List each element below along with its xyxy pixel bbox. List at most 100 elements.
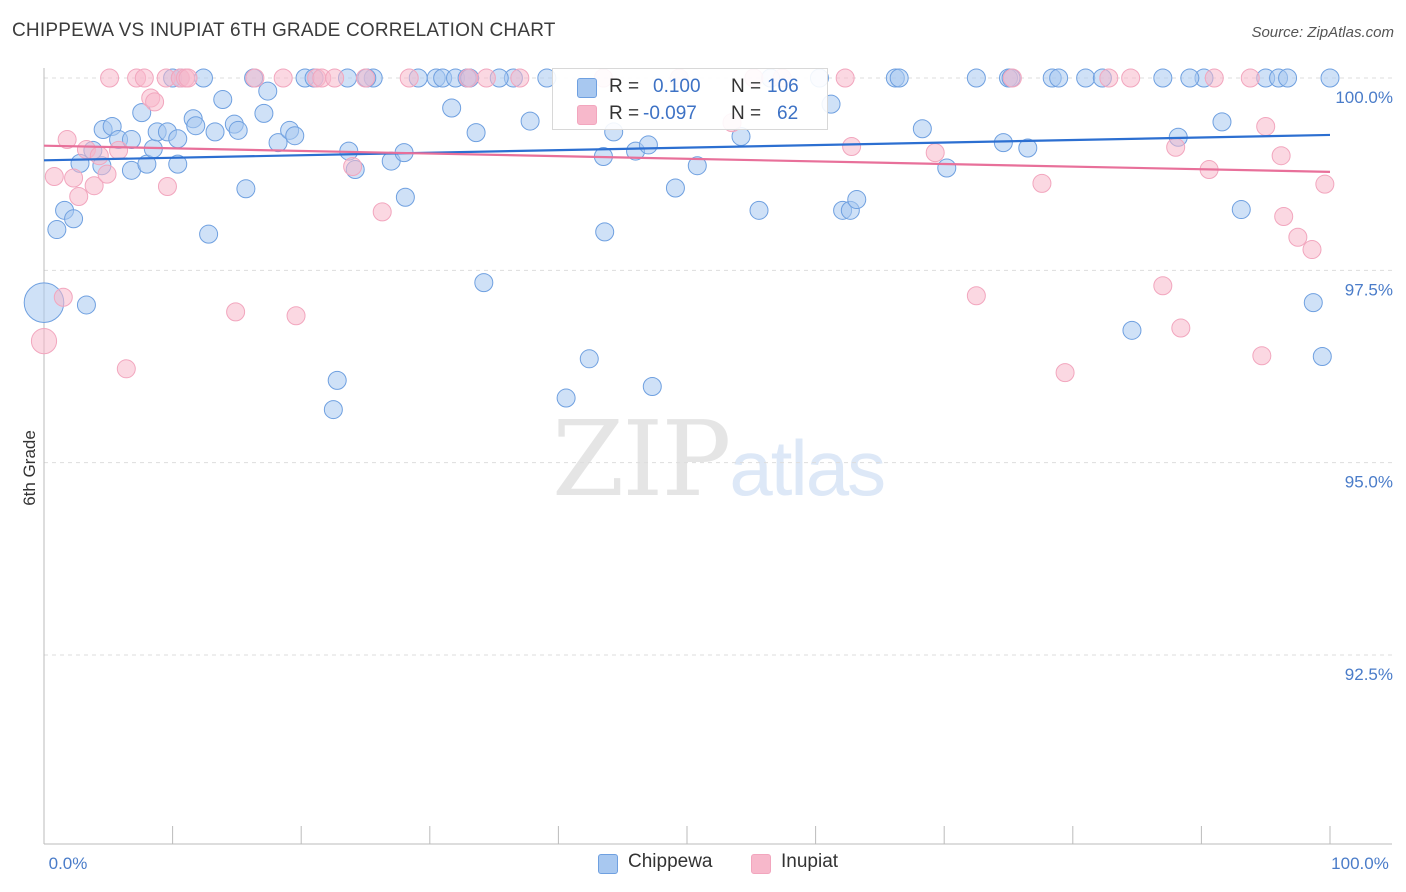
x-tick-label: 0.0% [49, 854, 88, 873]
point-chippewa [323, 400, 343, 420]
legend-n-label: N = [731, 103, 762, 124]
point-inupiat [399, 68, 419, 88]
point-chippewa [993, 133, 1013, 153]
point-inupiat [53, 287, 73, 307]
point-inupiat [69, 186, 89, 206]
point-inupiat [97, 164, 117, 184]
x-tick-label: 100.0% [1331, 854, 1389, 873]
point-chippewa [285, 126, 305, 146]
point-inupiat [116, 359, 136, 379]
legend-n-value: 106 [767, 76, 799, 97]
point-inupiat [1032, 173, 1052, 193]
point-chippewa [236, 179, 256, 199]
point-chippewa [132, 103, 152, 123]
trendline-inupiat [43, 144, 1331, 173]
y-axis-label: 6th Grade [20, 430, 39, 506]
point-chippewa [442, 98, 462, 118]
point-chippewa [966, 68, 986, 88]
point-inupiat [157, 176, 177, 196]
stats-legend: R = 0.100 N = 106 R = -0.097 N = 62 [552, 68, 828, 130]
point-chippewa [168, 154, 188, 174]
point-chippewa [1278, 68, 1298, 88]
point-inupiat [1315, 174, 1335, 194]
point-chippewa [1320, 68, 1340, 88]
point-inupiat [1166, 137, 1186, 157]
point-chippewa [474, 273, 494, 293]
point-inupiat [1055, 363, 1075, 383]
point-chippewa [466, 123, 486, 143]
point-inupiat [1302, 240, 1322, 260]
point-inupiat [245, 68, 265, 88]
point-inupiat [1252, 346, 1272, 366]
legend-r-value: 0.100 [653, 76, 701, 97]
legend-swatch-chippewa [577, 78, 597, 98]
point-chippewa [687, 156, 707, 176]
point-chippewa [749, 200, 769, 220]
point-inupiat [356, 68, 375, 88]
point-inupiat [1256, 116, 1276, 136]
point-chippewa [199, 224, 219, 244]
point-inupiat [145, 92, 165, 112]
bottom-legend-chippewa: Chippewa [628, 851, 713, 872]
point-chippewa [268, 133, 288, 153]
bottom-legend-swatch-inupiat [751, 854, 771, 874]
point-inupiat [89, 146, 109, 166]
point-inupiat [1099, 68, 1119, 88]
point-chippewa [847, 190, 867, 210]
point-inupiat [178, 68, 198, 88]
point-chippewa [254, 103, 274, 123]
point-chippewa [1049, 68, 1069, 88]
point-inupiat [925, 143, 945, 163]
point-inupiat [835, 68, 855, 88]
point-chippewa [1231, 200, 1251, 220]
point-inupiat [134, 68, 154, 88]
point-chippewa [520, 111, 540, 131]
point-inupiat [1171, 318, 1191, 338]
point-inupiat [64, 168, 84, 188]
point-chippewa [395, 187, 415, 207]
trendline-chippewa [43, 133, 1331, 162]
point-inupiat [966, 286, 986, 306]
point-chippewa [1018, 138, 1038, 158]
point-inupiat [325, 68, 345, 88]
point-inupiat [458, 68, 478, 88]
point-chippewa [579, 349, 599, 369]
y-tick-label: 92.5% [1345, 665, 1393, 684]
legend-n-value: 62 [777, 103, 799, 124]
point-inupiat [1121, 68, 1141, 88]
y-tick-label: 97.5% [1345, 280, 1393, 299]
point-chippewa [912, 119, 932, 139]
point-chippewa [1153, 68, 1173, 88]
point-inupiat [1274, 206, 1294, 226]
watermark: ZIPatlas [552, 398, 886, 520]
point-inupiat [1002, 68, 1022, 88]
legend-r-label: R = [609, 76, 640, 97]
legend-n-label: N = [731, 76, 762, 97]
point-inupiat [286, 306, 306, 326]
point-chippewa [1303, 293, 1323, 313]
watermark-zip: ZIP [552, 398, 731, 520]
legend-r-label: R = [609, 103, 640, 124]
point-chippewa [228, 120, 248, 140]
point-chippewa [168, 129, 188, 149]
point-inupiat [57, 130, 77, 150]
point-inupiat [109, 140, 129, 160]
point-chippewa [205, 122, 225, 142]
legend-swatch-inupiat [577, 105, 597, 125]
point-chippewa [556, 388, 576, 408]
point-inupiat [1240, 68, 1260, 88]
y-tick-label: 95.0% [1345, 473, 1393, 492]
legend-r-value: -0.097 [643, 103, 697, 124]
source-credit: Source: ZipAtlas.com [1251, 24, 1394, 41]
point-inupiat [1288, 227, 1308, 247]
point-chippewa [937, 158, 957, 178]
point-chippewa [642, 377, 662, 397]
legend-row-inupiat: R = -0.097 N = 62 [553, 100, 827, 128]
point-chippewa [665, 178, 685, 198]
point-inupiat [273, 68, 293, 88]
point-inupiat [1153, 276, 1173, 296]
point-chippewa [258, 81, 278, 101]
point-chippewa [595, 222, 615, 242]
point-inupiat [30, 328, 58, 355]
